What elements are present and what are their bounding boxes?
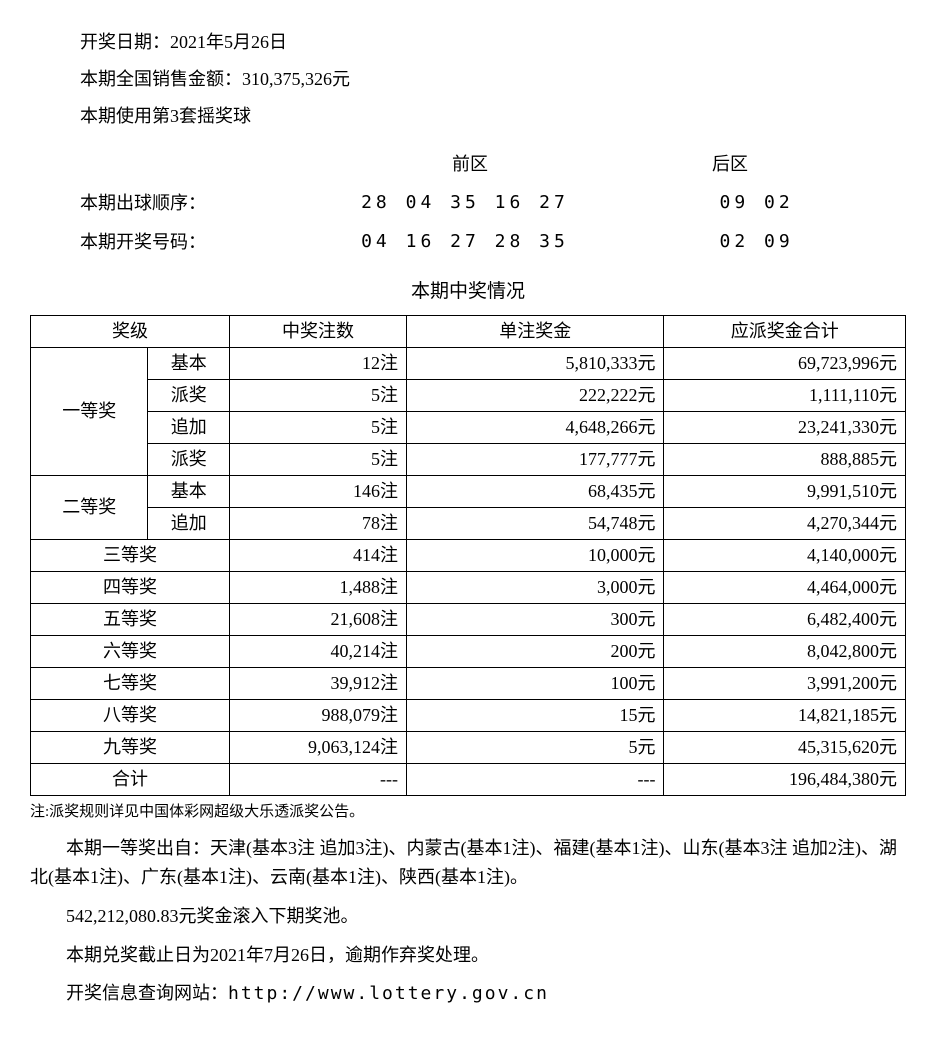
table-row: 五等奖 21,608注 300元 6,482,400元 [31,604,906,636]
website-para: 开奖信息查询网站：http://www.lottery.gov.cn [30,979,906,1009]
tier-count: 40,214注 [230,636,407,668]
tier2-count: 146注 [230,476,407,508]
tier-count: 988,079注 [230,700,407,732]
draw-order-back: 09 02 [660,189,907,218]
tier-total: 4,464,000元 [664,572,906,604]
tier1-sub: 基本 [148,348,230,380]
tier1-amount: 5,810,333元 [406,348,664,380]
tier-count: 21,608注 [230,604,407,636]
tier-total: 8,042,800元 [664,636,906,668]
tier-amount: 3,000元 [406,572,664,604]
tier-name: 六等奖 [31,636,230,668]
table-row: 追加 78注 54,748元 4,270,344元 [31,508,906,540]
table-row: 追加 5注 4,648,266元 23,241,330元 [31,412,906,444]
table-title: 本期中奖情况 [30,277,906,307]
header-level: 奖级 [31,316,230,348]
ball-set: 本期使用第3套摇奖球 [80,102,906,131]
tier2-total: 9,991,510元 [664,476,906,508]
rules-note: 注:派奖规则详见中国体彩网超级大乐透派奖公告。 [30,800,906,824]
tier-total: 4,140,000元 [664,540,906,572]
tier-name: 四等奖 [31,572,230,604]
table-row: 三等奖 414注 10,000元 4,140,000元 [31,540,906,572]
sales-amount: 本期全国销售金额：310,375,326元 [80,65,906,94]
tier2-sub: 基本 [148,476,230,508]
table-row: 八等奖 988,079注 15元 14,821,185元 [31,700,906,732]
tier2-total: 4,270,344元 [664,508,906,540]
tier1-total: 1,111,110元 [664,380,906,412]
table-row: 六等奖 40,214注 200元 8,042,800元 [31,636,906,668]
tier1-total: 23,241,330元 [664,412,906,444]
tier-name: 七等奖 [31,668,230,700]
tier1-name: 一等奖 [31,348,148,476]
tier1-sub: 追加 [148,412,230,444]
tier-amount: 10,000元 [406,540,664,572]
tier1-count: 5注 [230,444,407,476]
draw-order-label: 本期出球顺序： [30,189,341,218]
rollover-para: 542,212,080.83元奖金滚入下期奖池。 [30,902,906,931]
result-front: 04 16 27 28 35 [341,228,659,257]
header-count: 中奖注数 [230,316,407,348]
tier-amount: 100元 [406,668,664,700]
tier1-count: 5注 [230,380,407,412]
tier-total: 14,821,185元 [664,700,906,732]
table-row: 九等奖 9,063,124注 5元 45,315,620元 [31,732,906,764]
tier-name: 八等奖 [31,700,230,732]
tier-total: 3,991,200元 [664,668,906,700]
tier-count: 9,063,124注 [230,732,407,764]
numbers-section: 前区 后区 本期出球顺序： 28 04 35 16 27 09 02 本期开奖号… [30,150,906,256]
tier-name: 九等奖 [31,732,230,764]
tier2-sub: 追加 [148,508,230,540]
tier-count: 414注 [230,540,407,572]
tier2-amount: 68,435元 [406,476,664,508]
total-amount: --- [406,764,664,796]
tier-name: 三等奖 [31,540,230,572]
tier1-amount: 222,222元 [406,380,664,412]
tier1-total: 888,885元 [664,444,906,476]
tier-count: 1,488注 [230,572,407,604]
tier1-amount: 4,648,266元 [406,412,664,444]
tier2-name: 二等奖 [31,476,148,540]
total-total: 196,484,380元 [664,764,906,796]
tier1-sub: 派奖 [148,380,230,412]
total-name: 合计 [31,764,230,796]
tier-amount: 15元 [406,700,664,732]
table-row: 二等奖 基本 146注 68,435元 9,991,510元 [31,476,906,508]
draw-date: 开奖日期：2021年5月26日 [80,28,906,57]
website-url: http://www.lottery.gov.cn [228,983,549,1004]
winners-para: 本期一等奖出自：天津(基本3注 追加3注)、内蒙古(基本1注)、福建(基本1注)… [30,834,906,892]
tier-amount: 5元 [406,732,664,764]
tier-amount: 300元 [406,604,664,636]
tier-count: 39,912注 [230,668,407,700]
tier-amount: 200元 [406,636,664,668]
tier1-total: 69,723,996元 [664,348,906,380]
table-header-row: 奖级 中奖注数 单注奖金 应派奖金合计 [31,316,906,348]
header-total: 应派奖金合计 [664,316,906,348]
tier-total: 45,315,620元 [664,732,906,764]
deadline-para: 本期兑奖截止日为2021年7月26日，逾期作弃奖处理。 [30,941,906,970]
tier-name: 五等奖 [31,604,230,636]
header-amount: 单注奖金 [406,316,664,348]
tier1-sub: 派奖 [148,444,230,476]
tier2-amount: 54,748元 [406,508,664,540]
tier-total: 6,482,400元 [664,604,906,636]
result-back: 02 09 [660,228,907,257]
table-row: 四等奖 1,488注 3,000元 4,464,000元 [31,572,906,604]
table-row: 七等奖 39,912注 100元 3,991,200元 [31,668,906,700]
table-total-row: 合计 --- --- 196,484,380元 [31,764,906,796]
table-row: 一等奖 基本 12注 5,810,333元 69,723,996元 [31,348,906,380]
table-row: 派奖 5注 177,777元 888,885元 [31,444,906,476]
tier1-count: 5注 [230,412,407,444]
front-area-label: 前区 [310,150,630,179]
back-area-label: 后区 [630,150,830,179]
result-label: 本期开奖号码： [30,228,341,257]
draw-order-front: 28 04 35 16 27 [341,189,659,218]
tier1-amount: 177,777元 [406,444,664,476]
website-label: 开奖信息查询网站： [66,983,228,1003]
tier1-count: 12注 [230,348,407,380]
tier2-count: 78注 [230,508,407,540]
total-count: --- [230,764,407,796]
table-row: 派奖 5注 222,222元 1,111,110元 [31,380,906,412]
prize-table: 奖级 中奖注数 单注奖金 应派奖金合计 一等奖 基本 12注 5,810,333… [30,315,906,796]
